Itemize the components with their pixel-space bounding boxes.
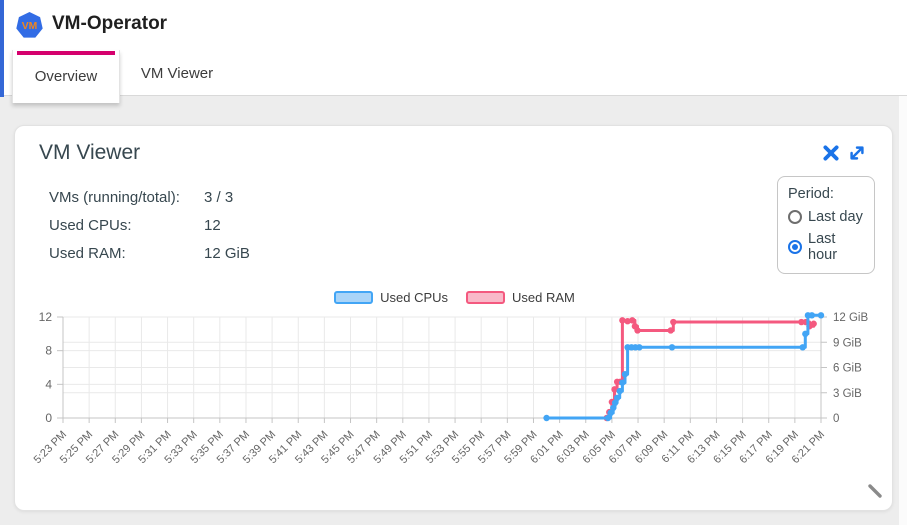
expand-icon[interactable] [848,144,866,162]
vm-viewer-panel: VM Viewer VMs (running/total): 3 / 3 Use… [14,125,893,511]
legend-item-used-cpus[interactable]: Used CPUs [334,290,448,305]
period-label: Period: [788,186,834,202]
svg-text:8: 8 [45,344,52,358]
svg-text:0: 0 [45,411,52,425]
panel-title: VM Viewer [39,141,141,164]
vm-stats: VMs (running/total): 3 / 3 Used CPUs: 12… [49,189,250,273]
svg-text:6 GiB: 6 GiB [833,363,862,375]
used-cpus-series [543,312,825,422]
stat-row-cpus: Used CPUs: 12 [49,217,250,234]
right-gutter [899,96,907,525]
radio-unchecked-icon [788,210,802,224]
tab-vm-viewer-label: VM Viewer [140,64,214,82]
x-axis: 5:23 PM5:25 PM5:27 PM5:29 PM5:31 PM5:33 … [32,317,827,466]
y-axis-left: 0 4 8 12 [39,310,63,425]
stat-label: Used RAM: [49,245,126,262]
svg-text:4: 4 [45,377,52,391]
svg-text:12: 12 [39,310,53,324]
stat-row-ram: Used RAM: 12 GiB [49,245,250,262]
active-tab-indicator [17,51,115,55]
cpu-legend-swatch-icon [334,291,374,304]
used-ram-series [603,317,817,422]
svg-text:0: 0 [833,413,839,425]
tab-overview[interactable]: Overview [12,50,120,103]
legend-label: Used RAM [512,290,575,305]
radio-last-day[interactable]: Last day [788,209,864,225]
legend-item-used-ram[interactable]: Used RAM [466,290,575,305]
legend-label: Used CPUs [380,290,449,305]
radio-last-hour[interactable]: Last hour [788,231,864,263]
app-header: VM VM-Operator [0,0,907,50]
y-axis-right: 0 3 GiB 6 GiB 9 GiB 12 GiB [821,312,868,425]
usage-chart: 5:23 PM5:25 PM5:27 PM5:29 PM5:31 PM5:33 … [32,310,869,466]
stat-value: 12 GiB [204,245,250,262]
period-selector: Period: Last day Last hour [777,176,875,274]
radio-last-day-label: Last day [808,209,863,225]
radio-last-hour-label: Last hour [808,231,838,263]
window-accent-strip [0,0,4,97]
ram-legend-swatch-icon [466,291,506,304]
svg-text:3 GiB: 3 GiB [833,388,862,400]
radio-checked-icon [788,240,802,254]
svg-text:9 GiB: 9 GiB [833,337,862,349]
app-logo-icon: VM [16,12,43,38]
stat-value: 12 [204,217,221,234]
tab-bar: Overview VM Viewer [0,50,907,103]
stat-row-vms: VMs (running/total): 3 / 3 [49,189,250,206]
svg-text:VM: VM [22,21,38,32]
stat-label: VMs (running/total): [49,189,180,206]
stat-label: Used CPUs: [49,217,132,234]
tab-vm-viewer[interactable]: VM Viewer [118,50,236,96]
tab-overview-label: Overview [34,68,98,85]
app-title: VM-Operator [52,13,168,34]
close-icon[interactable] [822,144,840,162]
chart-legend: Used CPUs Used RAM [15,290,894,305]
resize-handle[interactable] [867,483,883,499]
svg-text:12 GiB: 12 GiB [833,312,868,324]
stat-value: 3 / 3 [204,189,234,206]
gridlines [62,316,822,419]
